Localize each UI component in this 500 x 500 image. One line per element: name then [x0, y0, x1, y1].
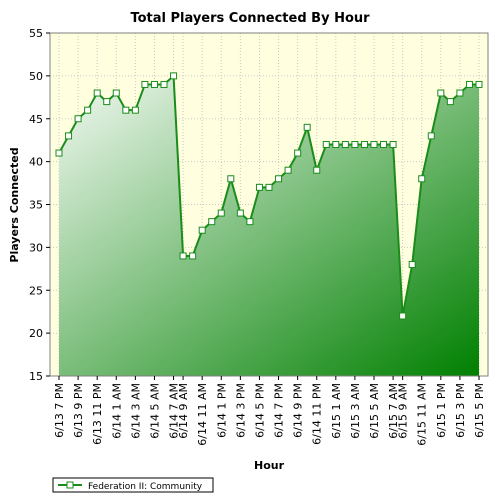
x-tick-label: 6/15 5 AM: [368, 383, 381, 439]
x-tick-label: 6/14 9 AM: [177, 383, 190, 439]
y-tick-label: 30: [29, 241, 43, 254]
y-tick-label: 35: [29, 199, 43, 212]
y-tick-label: 55: [29, 27, 43, 40]
data-point: [170, 72, 178, 80]
data-point: [141, 80, 149, 88]
data-point: [360, 140, 368, 148]
data-points: [55, 72, 483, 320]
y-tick-label: 15: [29, 370, 43, 383]
data-point: [418, 175, 426, 183]
data-point: [332, 140, 340, 148]
x-tick-label: 6/15 11 AM: [416, 383, 429, 446]
legend: Federation II: Community: [52, 477, 214, 493]
x-tick-label: 6/15 1 PM: [435, 383, 448, 438]
data-point: [198, 226, 206, 234]
data-point: [408, 261, 416, 269]
x-axis-title: Hour: [254, 459, 285, 472]
data-point: [74, 115, 82, 123]
x-tick-label: 6/14 3 AM: [129, 383, 142, 439]
data-point: [341, 140, 349, 148]
y-tick-label: 20: [29, 327, 43, 340]
data-point: [303, 123, 311, 131]
data-point: [437, 89, 445, 97]
x-tick-label: 6/13 11 PM: [91, 383, 104, 445]
x-tick-label: 6/15 5 PM: [473, 383, 486, 438]
data-point: [265, 183, 273, 191]
data-point: [131, 106, 139, 114]
x-tick-label: 6/14 7 PM: [273, 383, 286, 438]
x-tick-label: 6/13 7 PM: [53, 383, 66, 438]
x-tick-label: 6/15 7 AM: [387, 383, 400, 439]
y-tick-label: 40: [29, 156, 43, 169]
data-point: [93, 89, 101, 97]
data-point: [456, 89, 464, 97]
y-tick-label: 25: [29, 284, 43, 297]
data-point: [65, 132, 73, 140]
y-tick-label: 50: [29, 70, 43, 83]
data-point: [55, 149, 63, 157]
data-point: [380, 140, 388, 148]
legend-box: [52, 477, 214, 493]
x-tick-label: 6/14 3 PM: [234, 383, 247, 438]
series-area-fill: [59, 75, 479, 376]
data-point: [122, 106, 130, 114]
x-tick-label: 6/13 9 PM: [72, 383, 85, 438]
x-tick-label: 6/15 1 AM: [330, 383, 343, 439]
data-point: [236, 209, 244, 217]
data-point: [217, 209, 225, 217]
data-point: [370, 140, 378, 148]
data-point: [179, 252, 187, 260]
x-tick-label: 6/14 1 PM: [215, 383, 228, 438]
data-point: [294, 149, 302, 157]
y-axis-ticks: 15 20 25 30 35 40 45 50 55: [29, 27, 50, 383]
data-point: [351, 140, 359, 148]
data-point: [103, 98, 111, 106]
y-axis-title: Players Connected: [8, 147, 21, 262]
data-point: [227, 175, 235, 183]
data-point: [112, 89, 120, 97]
x-tick-label: 6/14 5 AM: [148, 383, 161, 439]
x-tick-label: 6/14 11 PM: [311, 383, 324, 445]
chart-title: Total Players Connected By Hour: [130, 11, 370, 26]
x-tick-label: 6/15 3 AM: [349, 383, 362, 439]
x-tick-label: 6/14 9 PM: [292, 383, 305, 438]
data-point: [189, 252, 197, 260]
data-point: [389, 140, 397, 148]
data-point: [399, 312, 407, 320]
data-point: [246, 218, 254, 226]
x-tick-label: 6/14 1 AM: [110, 383, 123, 439]
data-point: [427, 132, 435, 140]
legend-label: Federation II: Community: [88, 482, 203, 492]
data-point: [322, 140, 330, 148]
data-point: [465, 80, 473, 88]
data-point: [475, 80, 483, 88]
x-tick-label: 6/15 9 AM: [397, 383, 410, 439]
data-point: [150, 80, 158, 88]
data-point: [84, 106, 92, 114]
data-point: [284, 166, 292, 174]
data-point: [208, 218, 216, 226]
x-axis-ticks: 6/13 7 PM 6/13 9 PM 6/13 11 PM 6/14 1 AM 6/1…: [53, 376, 486, 446]
y-tick-label: 45: [29, 113, 43, 126]
data-point: [446, 98, 454, 106]
x-tick-label: 6/14 7 AM: [168, 383, 181, 439]
data-point: [255, 183, 263, 191]
x-tick-label: 6/15 3 PM: [454, 383, 467, 438]
data-point: [275, 175, 283, 183]
data-point: [313, 166, 321, 174]
x-tick-label: 6/14 11 AM: [196, 383, 209, 446]
data-point: [160, 80, 168, 88]
legend-swatch-marker: [66, 481, 74, 489]
x-tick-label: 6/14 5 PM: [253, 383, 266, 438]
